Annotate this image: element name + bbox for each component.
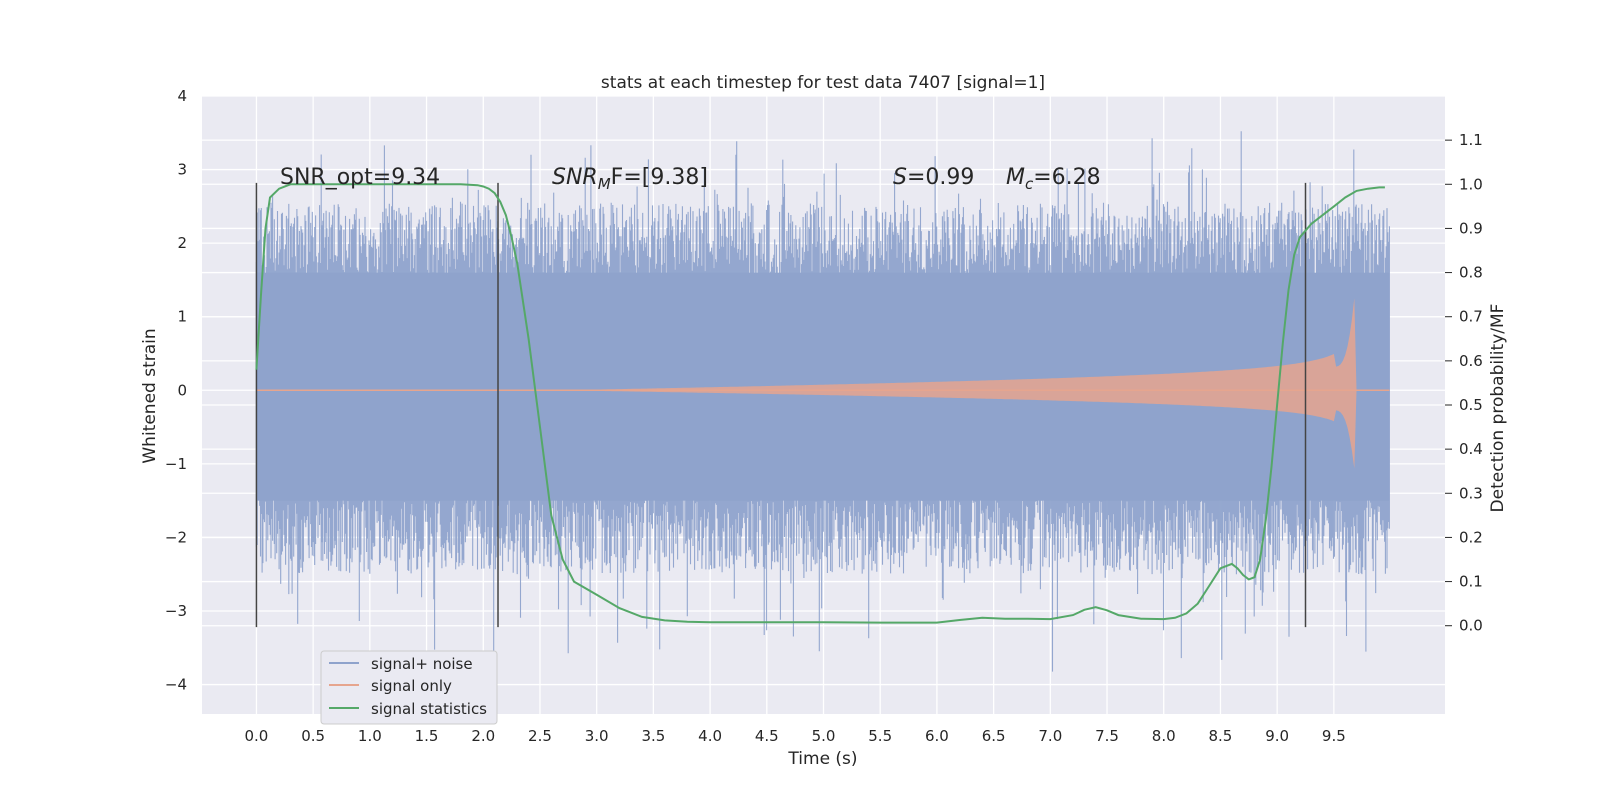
y-right-tick-label: 0.6 <box>1459 352 1483 370</box>
y-left-tick-label: 3 <box>177 161 187 179</box>
x-tick-label: 0.0 <box>245 727 269 745</box>
x-tick-label: 2.0 <box>471 727 495 745</box>
y-right-tick-label: 1.1 <box>1459 131 1483 149</box>
y-right-tick-label: 0.4 <box>1459 440 1483 458</box>
x-tick-label: 3.5 <box>641 727 665 745</box>
annotation-snr-opt: SNR_opt=9.34 <box>280 165 440 190</box>
y-right-tick-label: 1.0 <box>1459 175 1483 193</box>
x-tick-label: 0.5 <box>301 727 325 745</box>
annotation-s-main: S <box>893 165 907 190</box>
y-right-tick-label: 0.5 <box>1459 396 1483 414</box>
annotation-mc-main: M <box>1006 165 1025 190</box>
y-left-tick-label: −3 <box>165 602 187 620</box>
x-tick-label: 1.0 <box>358 727 382 745</box>
x-tick-label: 3.0 <box>585 727 609 745</box>
annotation-mc: Mc=6.28 <box>1006 165 1101 193</box>
y-left-tick-label: −4 <box>165 676 187 694</box>
x-tick-label: 1.5 <box>415 727 439 745</box>
annotation-snr-mf: SNRMF=[9.38] <box>552 165 708 193</box>
vertical-markers <box>255 182 1307 628</box>
y-right-tick-label: 0.8 <box>1459 264 1483 282</box>
legend-label-noise: signal+ noise <box>371 655 473 673</box>
x-axis-label: Time (s) <box>787 749 857 769</box>
annotation-mc-tail: =6.28 <box>1033 165 1100 190</box>
y-right-tick-label: 0.3 <box>1459 484 1483 502</box>
x-tick-label: 2.5 <box>528 727 552 745</box>
x-tick-label: 5.5 <box>868 727 892 745</box>
annotation-s-tail: =0.99 <box>907 165 974 190</box>
x-tick-label: 9.0 <box>1265 727 1289 745</box>
y-right-tick-label: 0.7 <box>1459 308 1483 326</box>
y-right-tick-label: 0.2 <box>1459 528 1483 546</box>
y-left-tick-label: −2 <box>165 528 187 546</box>
series-signal-statistics <box>255 183 1385 624</box>
y-left-tick-label: 4 <box>177 87 187 105</box>
chart-title: stats at each timestep for test data 740… <box>601 73 1045 93</box>
y-left-tick-label: 0 <box>177 381 187 399</box>
y-right-tick-label: 0.9 <box>1459 219 1483 237</box>
annotation-snr-mf-tail: F=[9.38] <box>611 165 708 190</box>
legend: signal+ noise signal only signal statist… <box>320 650 498 725</box>
y-axis-label-right: Detection probability/MF <box>1488 304 1508 513</box>
y-left-tick-label: −1 <box>165 455 187 473</box>
annotation-mc-sub: c <box>1025 175 1034 193</box>
x-tick-label: 9.5 <box>1322 727 1346 745</box>
annotation-snr-mf-sub: M <box>598 175 611 193</box>
x-tick-label: 8.0 <box>1152 727 1176 745</box>
x-tick-label: 7.0 <box>1038 727 1062 745</box>
annotation-s: S=0.99 <box>893 165 974 190</box>
annotation-snr-mf-main: SNR <box>552 165 598 190</box>
x-tick-label: 6.0 <box>925 727 949 745</box>
y-left-tick-label: 1 <box>177 308 187 326</box>
x-tick-label: 7.5 <box>1095 727 1119 745</box>
x-tick-label: 8.5 <box>1209 727 1233 745</box>
legend-box <box>320 650 498 725</box>
signal-chirp <box>256 298 1389 469</box>
y-right-tick-label: 0.1 <box>1459 573 1483 591</box>
series-signal-only <box>256 298 1390 469</box>
x-tick-label: 4.5 <box>755 727 779 745</box>
axis-ticks: 0.0 0.5 1.0 1.5 2.0 2.5 3.0 3.5 4.0 4.5 5.0 5.5 6.0 6… <box>165 87 1483 745</box>
x-tick-label: 4.0 <box>698 727 722 745</box>
y-right-tick-label: 0.0 <box>1459 617 1483 635</box>
x-tick-label: 6.5 <box>982 727 1006 745</box>
x-tick-label: 5.0 <box>812 727 836 745</box>
legend-label-stats: signal statistics <box>371 700 487 718</box>
legend-label-signal: signal only <box>371 677 452 695</box>
y-axis-label-left: Whitened strain <box>140 328 160 463</box>
stats-line <box>255 183 1385 624</box>
y-left-tick-label: 2 <box>177 234 187 252</box>
